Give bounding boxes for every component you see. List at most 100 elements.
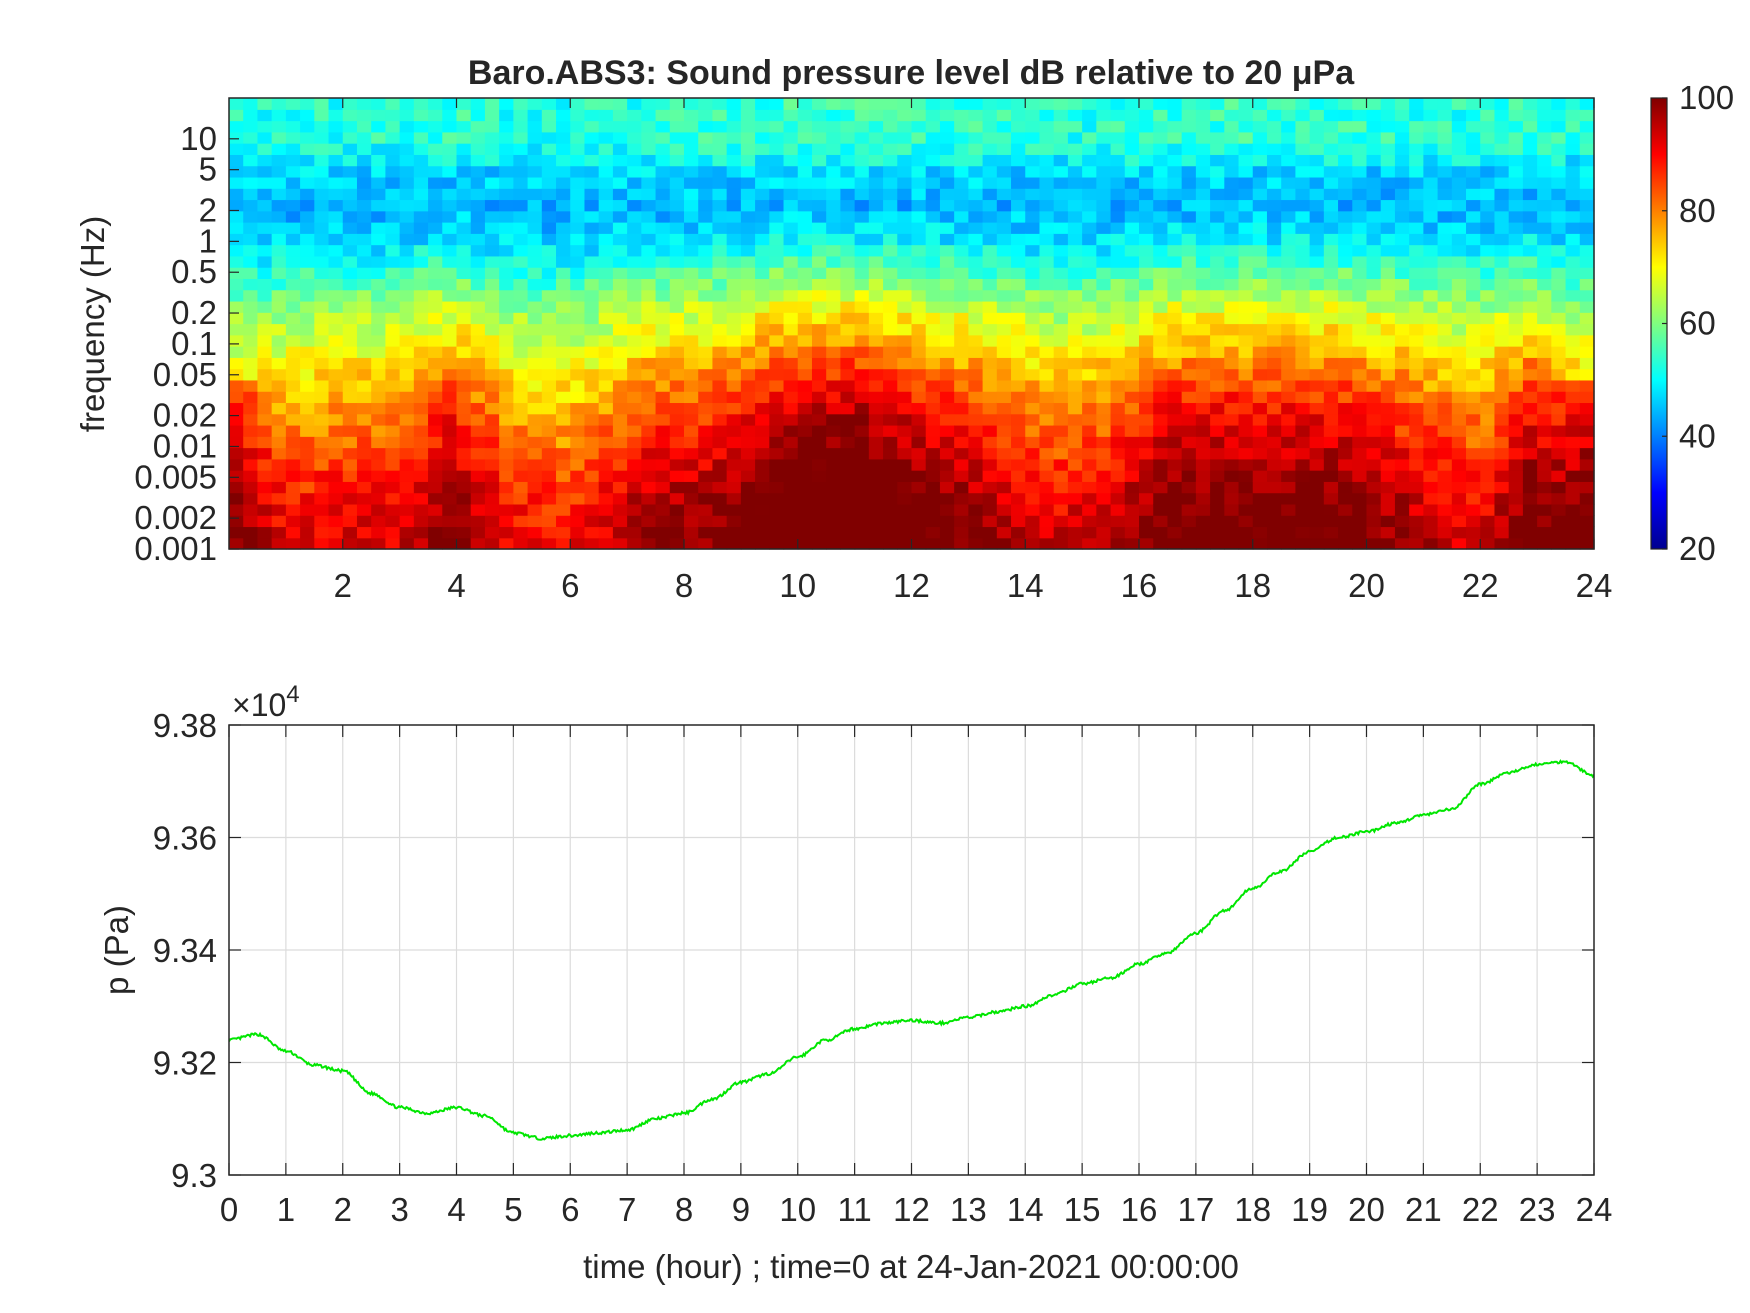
spectrogram-cell xyxy=(740,267,756,279)
spectrogram-cell xyxy=(513,131,529,144)
spectrogram-cell xyxy=(1451,154,1467,167)
spectrogram-cell xyxy=(1366,346,1382,358)
spectrogram-cell xyxy=(1139,131,1154,144)
spectrogram-cell xyxy=(811,413,827,426)
spectrogram-cell xyxy=(1067,323,1083,336)
spectrogram-cell xyxy=(897,188,913,201)
spectrogram-cell xyxy=(1579,188,1595,201)
spectrogram-cell xyxy=(1366,379,1382,392)
spectrogram-cell xyxy=(669,278,685,291)
spectrogram-cell xyxy=(570,222,586,234)
spectrogram-cell xyxy=(556,481,571,494)
spectrogram-cell xyxy=(1437,526,1453,539)
spectrogram-cell xyxy=(641,503,657,516)
spectrogram-cell xyxy=(470,402,486,415)
spectrogram-cell xyxy=(797,470,813,482)
spectrogram-cell xyxy=(1579,120,1595,133)
spectrogram-cell xyxy=(371,244,387,257)
spectrogram-cell xyxy=(1082,436,1097,449)
spectrogram-cell xyxy=(314,368,330,381)
spectrogram-cell xyxy=(726,334,742,347)
spectrogram-cell xyxy=(1153,368,1169,381)
spectrogram-cell xyxy=(1309,165,1325,178)
spectrogram-cell xyxy=(925,120,941,133)
spectrogram-cell xyxy=(840,143,856,155)
spectrogram-cell xyxy=(428,334,443,347)
spectrogram-cell xyxy=(1281,176,1297,189)
spectrogram-cell xyxy=(868,312,884,325)
spectrogram-cell xyxy=(413,526,429,539)
spectrogram-cell xyxy=(570,424,586,437)
spectrogram-cell xyxy=(811,300,827,313)
spectrogram-cell xyxy=(229,312,244,325)
spectrogram-cell xyxy=(328,334,344,347)
spectrogram-cell xyxy=(1110,210,1126,223)
spectrogram-cell xyxy=(1096,413,1112,426)
spectrogram-cell xyxy=(1522,143,1538,155)
spectrogram-cell xyxy=(911,424,927,437)
spectrogram-cell xyxy=(499,402,514,415)
spectrogram-cell xyxy=(257,312,273,325)
spectrogram-cell xyxy=(939,222,955,234)
spectrogram-cell xyxy=(783,470,799,482)
spectrogram-cell xyxy=(1466,526,1481,539)
spectrogram-cell xyxy=(243,492,259,505)
spectrogram-cell xyxy=(1181,199,1197,212)
spectrogram-cell xyxy=(271,289,287,302)
spectrogram-cell xyxy=(356,402,372,415)
spectrogram-cell xyxy=(954,447,969,460)
spectrogram-cell xyxy=(1494,154,1510,167)
spectrogram-cell xyxy=(669,244,685,257)
spectrogram-cell xyxy=(868,98,884,110)
spectrogram-cell xyxy=(285,154,301,167)
spectrogram-cell xyxy=(684,346,699,358)
spectrogram-cell xyxy=(1139,481,1154,494)
spectrogram-cell xyxy=(1295,120,1311,133)
spectrogram-cell xyxy=(1508,143,1524,155)
spectrogram-cell xyxy=(1110,98,1126,110)
spectrogram-cell xyxy=(612,109,628,122)
spectrogram-cell xyxy=(399,267,415,279)
spectrogram-cell xyxy=(1451,188,1467,201)
spectrogram-cell xyxy=(470,368,486,381)
spectrogram-cell xyxy=(1167,537,1183,550)
pressure-y-tick-label: 9.3 xyxy=(171,1157,217,1194)
spectrogram-cell xyxy=(1323,98,1339,110)
spectrogram-cell xyxy=(1338,323,1353,336)
spectrogram-cell xyxy=(1039,481,1055,494)
spectrogram-cell xyxy=(840,278,856,291)
spectrogram-cell xyxy=(826,98,842,110)
spectrogram-cell xyxy=(399,402,415,415)
spectrogram-cell xyxy=(1266,481,1282,494)
spectrogram-cell xyxy=(1124,109,1140,122)
spectrogram-cell xyxy=(1167,289,1183,302)
spectrogram-cell xyxy=(627,109,642,122)
spectrogram-cell xyxy=(1124,537,1140,550)
spectrogram-cell xyxy=(811,199,827,212)
spectrogram-cell xyxy=(1522,312,1538,325)
spectrogram-cell xyxy=(1053,458,1069,471)
spectrogram-cell xyxy=(1281,379,1297,392)
spectrogram-cell xyxy=(285,515,301,528)
spectrogram-cell xyxy=(1153,481,1169,494)
spectrogram-cell xyxy=(527,334,543,347)
spectrogram-cell xyxy=(1195,131,1211,144)
spectrogram-cell xyxy=(257,436,273,449)
spectrogram-cell xyxy=(883,537,898,550)
spectrogram-cell xyxy=(1423,255,1439,268)
spectrogram-cell xyxy=(612,210,628,223)
spectrogram-cell xyxy=(712,278,728,291)
spectrogram-cell xyxy=(612,402,628,415)
spectrogram-cell xyxy=(669,537,685,550)
spectrogram-cell xyxy=(612,312,628,325)
spectrogram-cell xyxy=(499,379,514,392)
spectrogram-cell xyxy=(1011,458,1026,471)
spectrogram-cell xyxy=(1224,143,1240,155)
spectrogram-cell xyxy=(1508,470,1524,482)
spectrogram-cell xyxy=(385,120,401,133)
spectrogram-cell xyxy=(1323,515,1339,528)
spectrogram-cell xyxy=(1338,222,1353,234)
spectrogram-cell xyxy=(1039,188,1055,201)
spectrogram-cell xyxy=(271,165,287,178)
spectrogram-cell xyxy=(1238,165,1254,178)
